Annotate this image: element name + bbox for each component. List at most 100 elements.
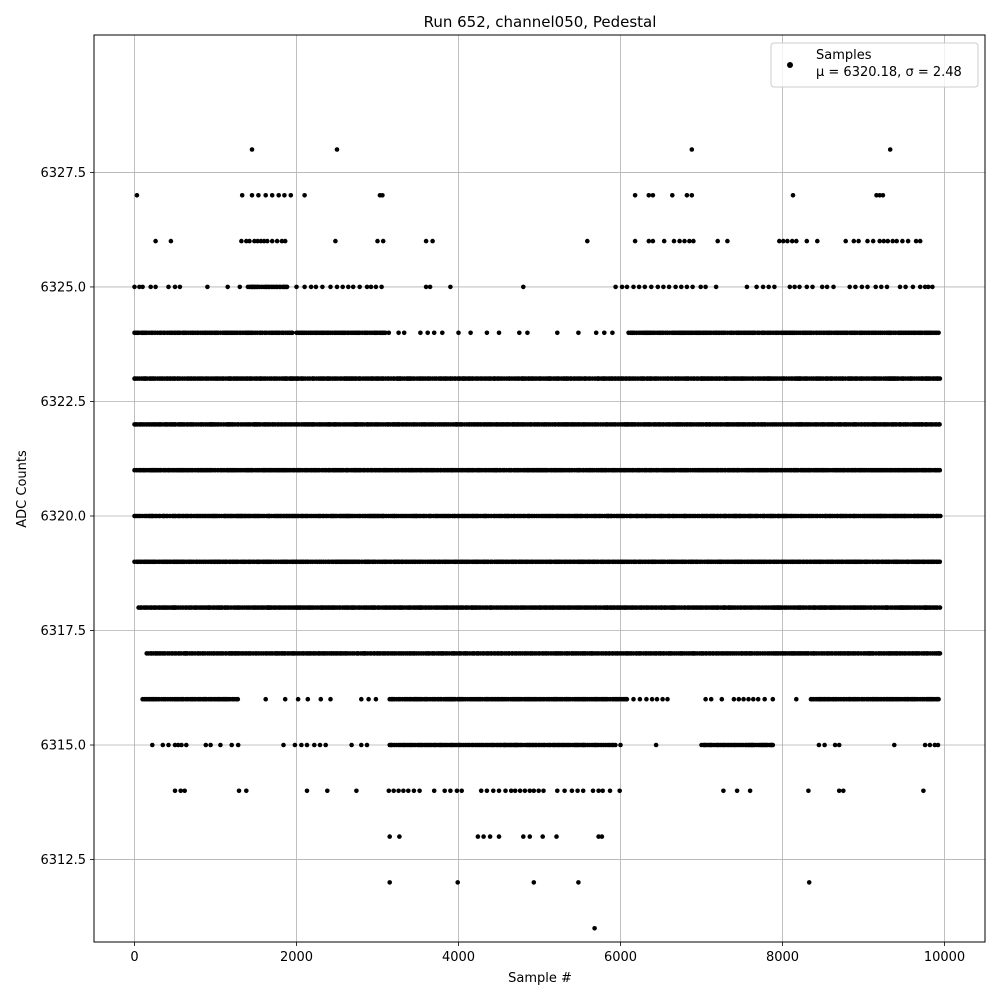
data-point bbox=[935, 742, 941, 748]
data-point bbox=[517, 330, 522, 336]
data-point bbox=[797, 284, 802, 290]
data-point bbox=[938, 513, 943, 519]
y-tick-label: 6322.5 bbox=[41, 395, 87, 410]
data-point bbox=[491, 788, 496, 794]
data-point bbox=[744, 284, 750, 290]
data-point bbox=[148, 284, 153, 290]
data-point bbox=[937, 422, 942, 427]
data-point bbox=[689, 147, 695, 152]
data-point bbox=[937, 467, 943, 473]
y-axis-label: ADC Counts bbox=[15, 450, 30, 528]
data-point bbox=[613, 742, 618, 748]
data-point bbox=[655, 284, 661, 290]
data-point bbox=[646, 193, 652, 198]
data-point bbox=[132, 284, 137, 290]
data-point bbox=[320, 284, 325, 290]
data-point bbox=[239, 193, 245, 198]
data-point bbox=[632, 238, 638, 244]
data-point bbox=[665, 696, 670, 702]
data-point bbox=[897, 284, 903, 290]
data-point bbox=[368, 284, 374, 290]
x-tick-label: 4000 bbox=[442, 950, 475, 965]
legend-series-name: Samples bbox=[816, 48, 872, 63]
data-point bbox=[218, 742, 223, 748]
data-point bbox=[508, 788, 514, 794]
data-point bbox=[592, 926, 597, 931]
data-point bbox=[936, 330, 941, 336]
data-point bbox=[325, 788, 330, 794]
data-point bbox=[713, 284, 719, 290]
data-point bbox=[760, 284, 766, 290]
data-point bbox=[624, 696, 630, 702]
data-point bbox=[731, 696, 737, 702]
y-tick-label: 6312.5 bbox=[41, 853, 87, 868]
data-point bbox=[905, 238, 911, 244]
data-point bbox=[423, 238, 429, 244]
data-point bbox=[921, 788, 926, 794]
data-point bbox=[649, 696, 655, 702]
data-point bbox=[703, 696, 708, 702]
data-point bbox=[364, 742, 370, 748]
data-point bbox=[690, 284, 695, 290]
data-point bbox=[255, 238, 260, 244]
data-point bbox=[819, 284, 825, 290]
data-point bbox=[576, 330, 581, 336]
data-point bbox=[790, 193, 796, 198]
data-point bbox=[179, 742, 184, 748]
data-point bbox=[747, 788, 753, 794]
data-point bbox=[153, 238, 158, 244]
legend-stats: μ = 6320.18, σ = 2.48 bbox=[816, 65, 962, 80]
data-point bbox=[770, 742, 776, 748]
data-point bbox=[244, 788, 249, 794]
data-point bbox=[531, 788, 537, 794]
data-point bbox=[590, 788, 596, 794]
y-tick-label: 6325.0 bbox=[41, 280, 87, 295]
data-point bbox=[172, 284, 178, 290]
data-point bbox=[937, 605, 943, 610]
data-point bbox=[386, 330, 392, 336]
data-point bbox=[870, 238, 876, 244]
data-point bbox=[503, 788, 508, 794]
data-point bbox=[881, 238, 887, 244]
data-point bbox=[269, 238, 275, 244]
data-point bbox=[236, 788, 242, 794]
data-point bbox=[282, 238, 288, 244]
data-point bbox=[806, 880, 812, 885]
data-point bbox=[417, 788, 422, 794]
data-point bbox=[282, 696, 288, 702]
data-point bbox=[607, 788, 613, 794]
data-point bbox=[874, 193, 879, 198]
data-point bbox=[396, 788, 401, 794]
data-point bbox=[843, 238, 848, 244]
data-point bbox=[455, 880, 461, 885]
data-point bbox=[313, 284, 319, 290]
data-point bbox=[636, 284, 642, 290]
data-point bbox=[900, 238, 905, 244]
data-point bbox=[853, 284, 858, 290]
data-point bbox=[235, 696, 241, 702]
data-point bbox=[555, 788, 560, 794]
data-point bbox=[184, 742, 189, 748]
data-point bbox=[333, 238, 338, 244]
data-point bbox=[613, 284, 618, 290]
data-point bbox=[284, 284, 290, 290]
y-tick-label: 6327.5 bbox=[41, 166, 87, 181]
data-point bbox=[877, 238, 882, 244]
data-point bbox=[375, 238, 380, 244]
data-point bbox=[755, 696, 761, 702]
data-point bbox=[859, 284, 865, 290]
data-point bbox=[357, 284, 363, 290]
data-point bbox=[475, 834, 481, 839]
data-point bbox=[448, 284, 453, 290]
data-point bbox=[632, 193, 638, 198]
data-point bbox=[734, 788, 740, 794]
data-point bbox=[679, 284, 684, 290]
data-point bbox=[930, 284, 935, 290]
data-point bbox=[880, 193, 886, 198]
data-point bbox=[937, 376, 943, 381]
data-point bbox=[922, 284, 928, 290]
chart-title: Run 652, channel050, Pedestal bbox=[424, 13, 657, 31]
data-point bbox=[894, 238, 899, 244]
data-point bbox=[496, 788, 502, 794]
data-point bbox=[917, 238, 923, 244]
